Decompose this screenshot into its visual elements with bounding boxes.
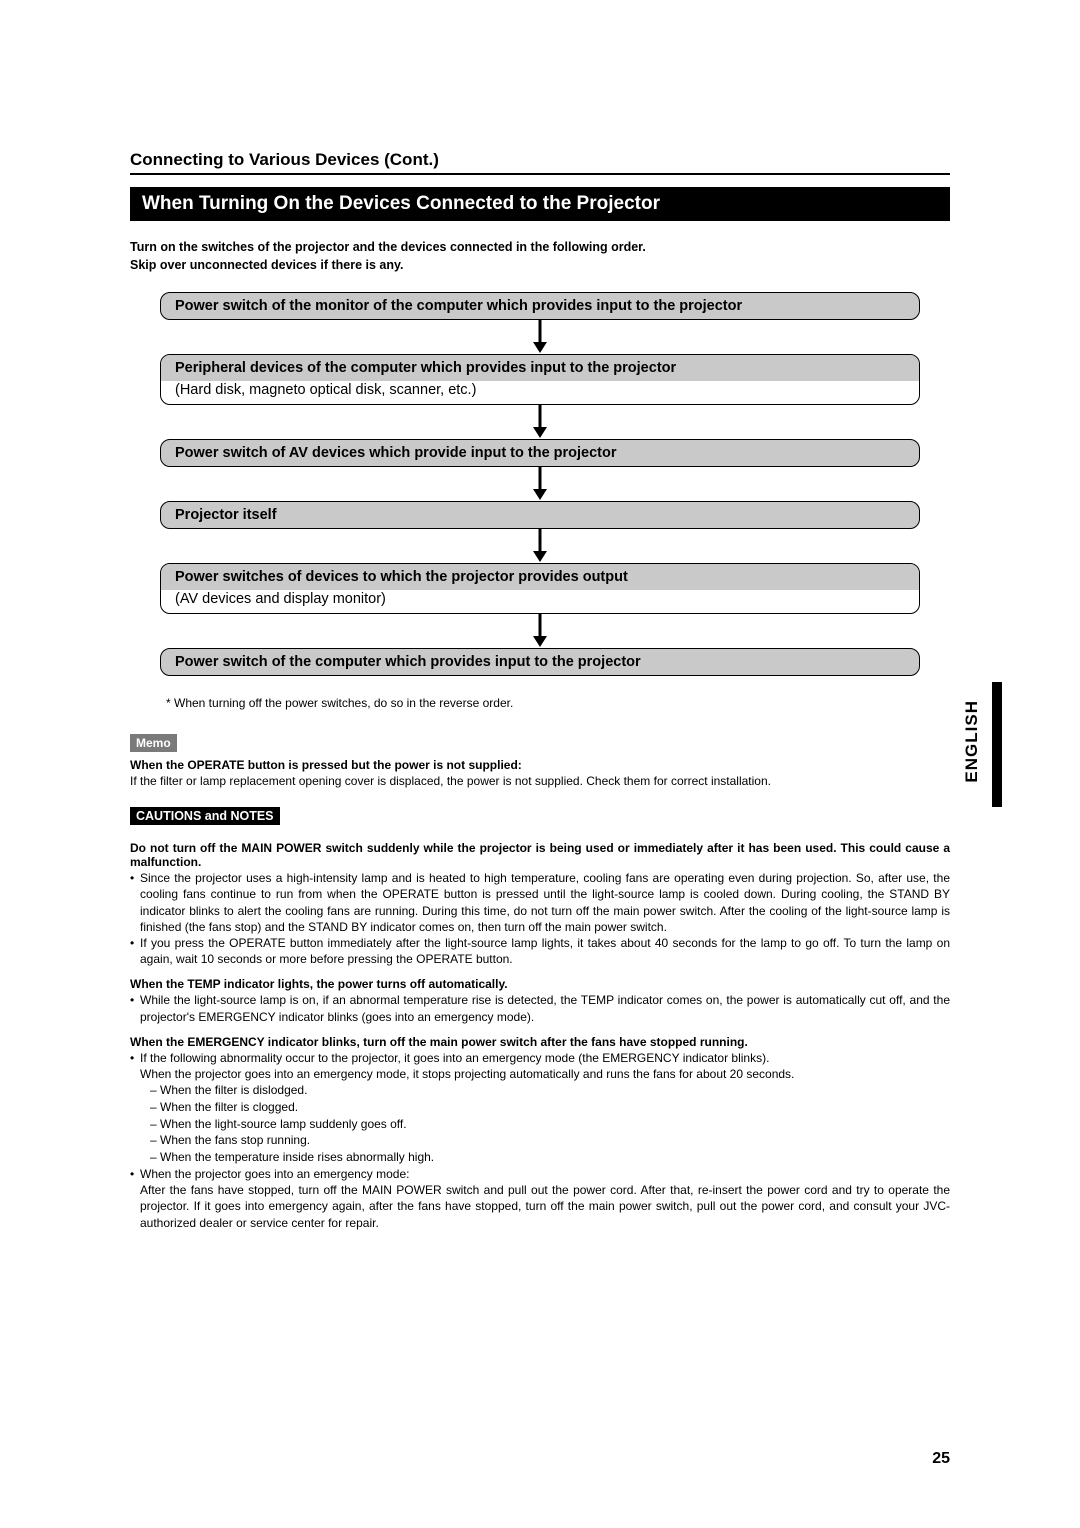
flow-box-2-sub: (Hard disk, magneto optical disk, scanne…: [175, 381, 905, 398]
language-tab-bar: [992, 682, 1002, 807]
flow-box-5-header: Power switches of devices to which the p…: [161, 564, 919, 590]
caution-bullet-text: Since the projector uses a high-intensit…: [140, 870, 950, 935]
reverse-order-note: * When turning off the power switches, d…: [166, 696, 950, 710]
flow-box-2: Peripheral devices of the computer which…: [160, 354, 920, 405]
intro-text: Turn on the switches of the projector an…: [130, 239, 950, 274]
cautions-badge: CAUTIONS and NOTES: [130, 807, 280, 825]
flow-box-5-sub: (AV devices and display monitor): [175, 590, 905, 607]
intro-line1: Turn on the switches of the projector an…: [130, 239, 950, 257]
memo-title: When the OPERATE button is pressed but t…: [130, 758, 950, 772]
caution-bullet-text: While the light-source lamp is on, if an…: [140, 992, 950, 1024]
down-arrow-icon: [160, 614, 920, 648]
flow-box-6: Power switch of the computer which provi…: [160, 648, 920, 676]
flow-box-1: Power switch of the monitor of the compu…: [160, 292, 920, 320]
memo-badge: Memo: [130, 734, 177, 752]
caution-line: If the following abnormality occur to th…: [140, 1051, 769, 1065]
dash-item: – When the fans stop running.: [130, 1132, 950, 1149]
memo-section: Memo When the OPERATE button is pressed …: [130, 734, 950, 789]
caution-bullet: •If you press the OPERATE button immedia…: [130, 935, 950, 967]
caution-bullet-text: If you press the OPERATE button immediat…: [140, 935, 950, 967]
flow-box-2-header: Peripheral devices of the computer which…: [161, 355, 919, 381]
caution-intro: Do not turn off the MAIN POWER switch su…: [130, 841, 950, 869]
caution-bullet: •While the light-source lamp is on, if a…: [130, 992, 950, 1024]
caution-heading-emergency: When the EMERGENCY indicator blinks, tur…: [130, 1035, 950, 1049]
down-arrow-icon: [160, 320, 920, 354]
down-arrow-icon: [160, 405, 920, 439]
caution-line: When the projector goes into an emergenc…: [140, 1167, 409, 1181]
dash-item: – When the temperature inside rises abno…: [130, 1149, 950, 1166]
caution-bullet-text: If the following abnormality occur to th…: [140, 1050, 950, 1082]
flow-box-4: Projector itself: [160, 501, 920, 529]
caution-bullet-text: When the projector goes into an emergenc…: [140, 1166, 950, 1231]
down-arrow-icon: [160, 467, 920, 501]
caution-bullet: •Since the projector uses a high-intensi…: [130, 870, 950, 935]
page-number: 25: [932, 1450, 950, 1468]
caution-heading-temp: When the TEMP indicator lights, the powe…: [130, 977, 950, 991]
memo-body: If the filter or lamp replacement openin…: [130, 773, 950, 789]
banner-heading: When Turning On the Devices Connected to…: [130, 187, 950, 221]
language-tab: ENGLISH: [962, 700, 982, 783]
intro-line2: Skip over unconnected devices if there i…: [130, 257, 950, 275]
caution-line: When the projector goes into an emergenc…: [140, 1067, 794, 1081]
caution-bullet: • If the following abnormality occur to …: [130, 1050, 950, 1082]
flow-diagram: Power switch of the monitor of the compu…: [160, 292, 920, 676]
dash-item: – When the light-source lamp suddenly go…: [130, 1116, 950, 1133]
cautions-section: CAUTIONS and NOTES Do not turn off the M…: [130, 807, 950, 1231]
section-title: Connecting to Various Devices (Cont.): [130, 150, 950, 175]
dash-item: – When the filter is clogged.: [130, 1099, 950, 1116]
down-arrow-icon: [160, 529, 920, 563]
caution-line: After the fans have stopped, turn off th…: [140, 1183, 950, 1229]
dash-item: – When the filter is dislodged.: [130, 1082, 950, 1099]
flow-box-3: Power switch of AV devices which provide…: [160, 439, 920, 467]
caution-bullet: • When the projector goes into an emerge…: [130, 1166, 950, 1231]
flow-box-5: Power switches of devices to which the p…: [160, 563, 920, 614]
